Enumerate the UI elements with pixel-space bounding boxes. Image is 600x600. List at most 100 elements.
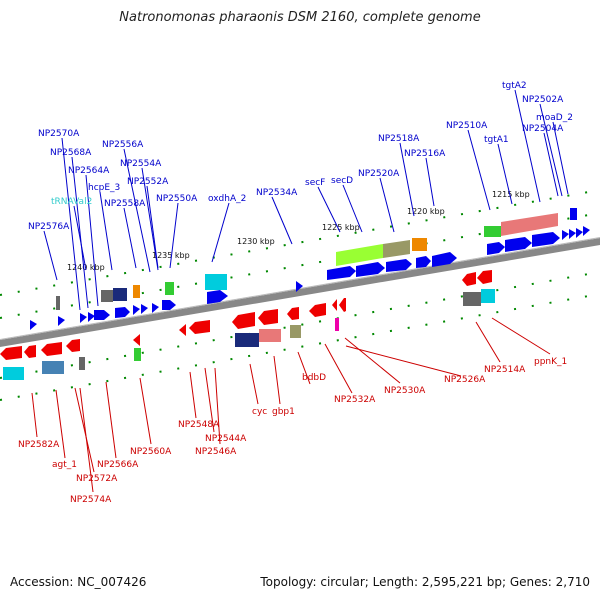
gene-label-trna: tRNAVal2 (51, 197, 92, 207)
gene-label: NP2534A (256, 188, 298, 198)
gene-label: NP2558A (104, 199, 146, 209)
gene-box (134, 348, 141, 361)
scale-label: 1235 kbp (152, 251, 190, 260)
gene-label: NP2544A (205, 434, 247, 444)
gene-label: oxdhA_2 (208, 194, 246, 204)
gene-arrow (141, 304, 148, 314)
gene-label: NP2550A (156, 194, 198, 204)
reverse-genes (0, 270, 495, 380)
gene-arrow (532, 232, 560, 247)
gene-label: hcpE_3 (88, 183, 120, 193)
gene-arrow (30, 320, 37, 330)
gene-label: NP2568A (50, 148, 92, 158)
gene-label: NP2566A (97, 460, 139, 470)
gene-arrow (232, 312, 255, 329)
gene-box (481, 289, 495, 303)
gene-arrow (356, 262, 385, 277)
gene-label: NP2502A (522, 95, 564, 105)
gene-label: NP2548A (178, 420, 220, 430)
gene-arrow (386, 259, 412, 272)
gene-arrow (583, 226, 590, 236)
gene-box (56, 296, 60, 310)
gene-arrow (477, 270, 492, 284)
gene-arrow (133, 305, 140, 315)
gene-arrow (115, 307, 130, 318)
gene-label: NP2530A (384, 386, 426, 396)
gene-arrow (162, 300, 176, 310)
gene-box (235, 333, 259, 347)
gene-arrow (24, 345, 36, 358)
gene-label: NP2514A (484, 365, 526, 375)
gene-label: NP2532A (334, 395, 376, 405)
gene-arrow (562, 230, 569, 240)
gene-label: ppnK_1 (534, 357, 567, 367)
map-title: Natronomonas pharaonis DSM 2160, complet… (119, 10, 481, 25)
gene-arrow (258, 309, 278, 325)
gene-arrow (339, 298, 346, 312)
gene-arrow (94, 310, 110, 320)
gene-label: NP2576A (28, 222, 70, 232)
gene-label: gbp1 (272, 407, 295, 417)
gene-label: secF (305, 178, 325, 188)
gene-label: secD (331, 176, 353, 186)
gene-label: NP2574A (70, 495, 112, 505)
gene-box (42, 361, 64, 374)
gene-arrow (152, 303, 159, 313)
gene-box (335, 318, 339, 331)
gene-box (101, 290, 113, 302)
gene-label: NP2520A (358, 169, 400, 179)
gene-arrow (133, 334, 140, 346)
tick-row-bottom-2 (0, 293, 600, 401)
genome-summary-text: Topology: circular; Length: 2,595,221 bp… (260, 575, 590, 589)
gene-label: NP2518A (378, 134, 420, 144)
gene-arrow (296, 281, 303, 292)
gene-box (383, 240, 410, 258)
scale-label: 1230 kbp (237, 237, 275, 246)
gene-arrow (41, 342, 62, 356)
gene-arrow (189, 320, 210, 334)
gene-box (79, 357, 85, 370)
gene-box (570, 208, 577, 220)
gene-box (412, 238, 427, 251)
gene-arrow (309, 303, 326, 317)
gene-arrow (66, 339, 80, 352)
gene-label: NP2564A (68, 166, 110, 176)
gene-arrow (462, 272, 476, 286)
gene-box (165, 282, 174, 295)
gene-arrow (88, 312, 95, 322)
bottom-gene-labels: NP2582A agt_1 NP2572A NP2574A NP2566A NP… (18, 357, 567, 505)
chromosome-backbone (0, 238, 600, 347)
gene-label: NP2570A (38, 129, 80, 139)
gene-label: bdbD (302, 373, 326, 383)
gene-arrow (505, 237, 532, 252)
gene-arrow (432, 252, 457, 267)
gene-arrow (576, 228, 583, 238)
gene-arrow (416, 256, 431, 268)
gene-box (3, 367, 24, 380)
gene-label: NP2572A (76, 474, 118, 484)
gene-box (113, 288, 127, 301)
gene-arrow (327, 266, 356, 280)
gene-label: cyc (252, 407, 267, 417)
gene-box (290, 325, 301, 338)
gene-arrow (487, 242, 505, 255)
gene-arrow (287, 307, 299, 320)
gene-arrow (207, 290, 228, 304)
gene-label: NP2504A (522, 124, 564, 134)
gene-box (259, 329, 281, 342)
gene-box (463, 292, 481, 306)
gene-label: NP2526A (444, 375, 486, 385)
gene-arrow (0, 346, 22, 360)
gene-label: moaD_2 (536, 113, 573, 123)
gene-label: tgtA2 (502, 81, 527, 91)
gene-arrow (332, 299, 337, 311)
gene-label: NP2554A (120, 159, 162, 169)
gene-box (336, 244, 383, 266)
gene-box (501, 213, 558, 236)
gene-label: NP2546A (195, 447, 237, 457)
gene-arrow (80, 313, 87, 323)
gene-label: tgtA1 (484, 135, 509, 145)
gene-arrow (569, 229, 576, 239)
